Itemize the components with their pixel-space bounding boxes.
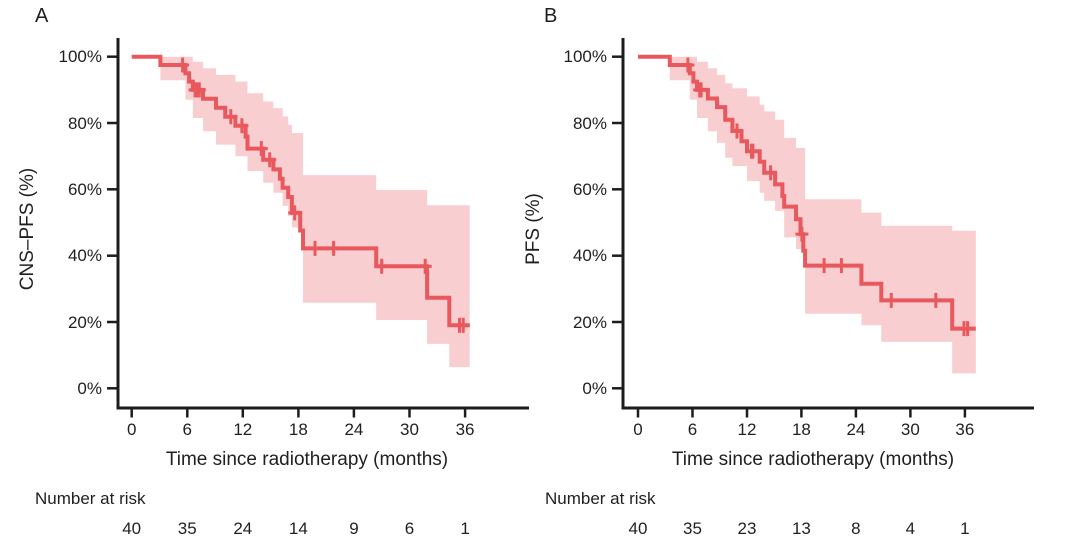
x-tick-label: 0	[126, 420, 137, 439]
survival-curve	[638, 54, 976, 331]
risk-count: 35	[177, 519, 197, 538]
x-tick-label: 6	[687, 420, 698, 439]
y-tick-label: 80%	[67, 113, 102, 133]
x-axis-title-a: Time since radiotherapy (months)	[165, 449, 449, 470]
x-tick-label: 12	[233, 420, 253, 439]
y-tick-label: 40%	[572, 246, 607, 266]
risk-count: 1	[460, 519, 470, 538]
risk-count: 40	[628, 519, 648, 538]
panel-letter-b: B	[544, 5, 558, 27]
y-tick-label: 60%	[572, 179, 607, 199]
x-tick-label: 30	[900, 420, 920, 439]
x-tick-label: 18	[288, 420, 308, 439]
number-at-risk-label-b: Number at risk	[545, 489, 656, 508]
y-tick-label: 0%	[582, 378, 607, 398]
risk-count: 14	[288, 519, 308, 538]
y-tick-label: 100%	[58, 47, 102, 67]
risk-count: 23	[737, 519, 757, 538]
x-tick-label: 24	[344, 420, 364, 439]
x-tick-label: 36	[455, 420, 475, 439]
axes	[107, 38, 529, 418]
risk-count: 6	[404, 519, 415, 538]
y-tick-label: 100%	[563, 47, 607, 67]
y-axis-title-pfs: PFS (%)	[523, 193, 544, 265]
risk-count: 9	[349, 519, 359, 538]
y-tick-label: 0%	[77, 378, 102, 398]
y-tick-label: 80%	[572, 113, 607, 133]
y-tick-label: 60%	[67, 179, 102, 199]
risk-count: 24	[233, 519, 253, 538]
censor-marks	[176, 57, 470, 333]
x-tick-label: 24	[846, 420, 866, 439]
panel-letter-a: A	[35, 5, 49, 27]
x-tick-label: 30	[400, 420, 419, 439]
risk-count: 35	[683, 519, 702, 538]
survival-curve	[131, 54, 470, 328]
x-tick-label: 6	[182, 420, 192, 439]
x-tick-label: 18	[791, 420, 811, 439]
km-plot-pfs	[612, 38, 1034, 418]
risk-count: 40	[122, 519, 142, 538]
axes	[612, 38, 1034, 418]
censor-marks	[681, 57, 975, 337]
y-tick-label: 40%	[67, 246, 102, 266]
x-tick-label: 36	[955, 420, 975, 439]
x-axis-title-b: Time since radiotherapy (months)	[671, 449, 955, 470]
y-tick-label: 20%	[572, 312, 607, 332]
x-tick-label: 0	[633, 420, 643, 439]
x-tick-label: 12	[737, 420, 757, 439]
km-plot-cns-pfs	[107, 38, 529, 418]
risk-count: 8	[851, 519, 861, 538]
y-tick-label: 20%	[67, 312, 102, 332]
risk-count: 13	[791, 519, 811, 538]
y-axis-title-cns-pfs: CNS–PFS (%)	[17, 167, 38, 291]
number-at-risk-label-a: Number at risk	[35, 489, 146, 508]
confidence-band	[669, 56, 976, 374]
risk-count: 1	[960, 519, 970, 538]
confidence-band	[160, 56, 470, 368]
risk-count: 4	[905, 519, 916, 538]
